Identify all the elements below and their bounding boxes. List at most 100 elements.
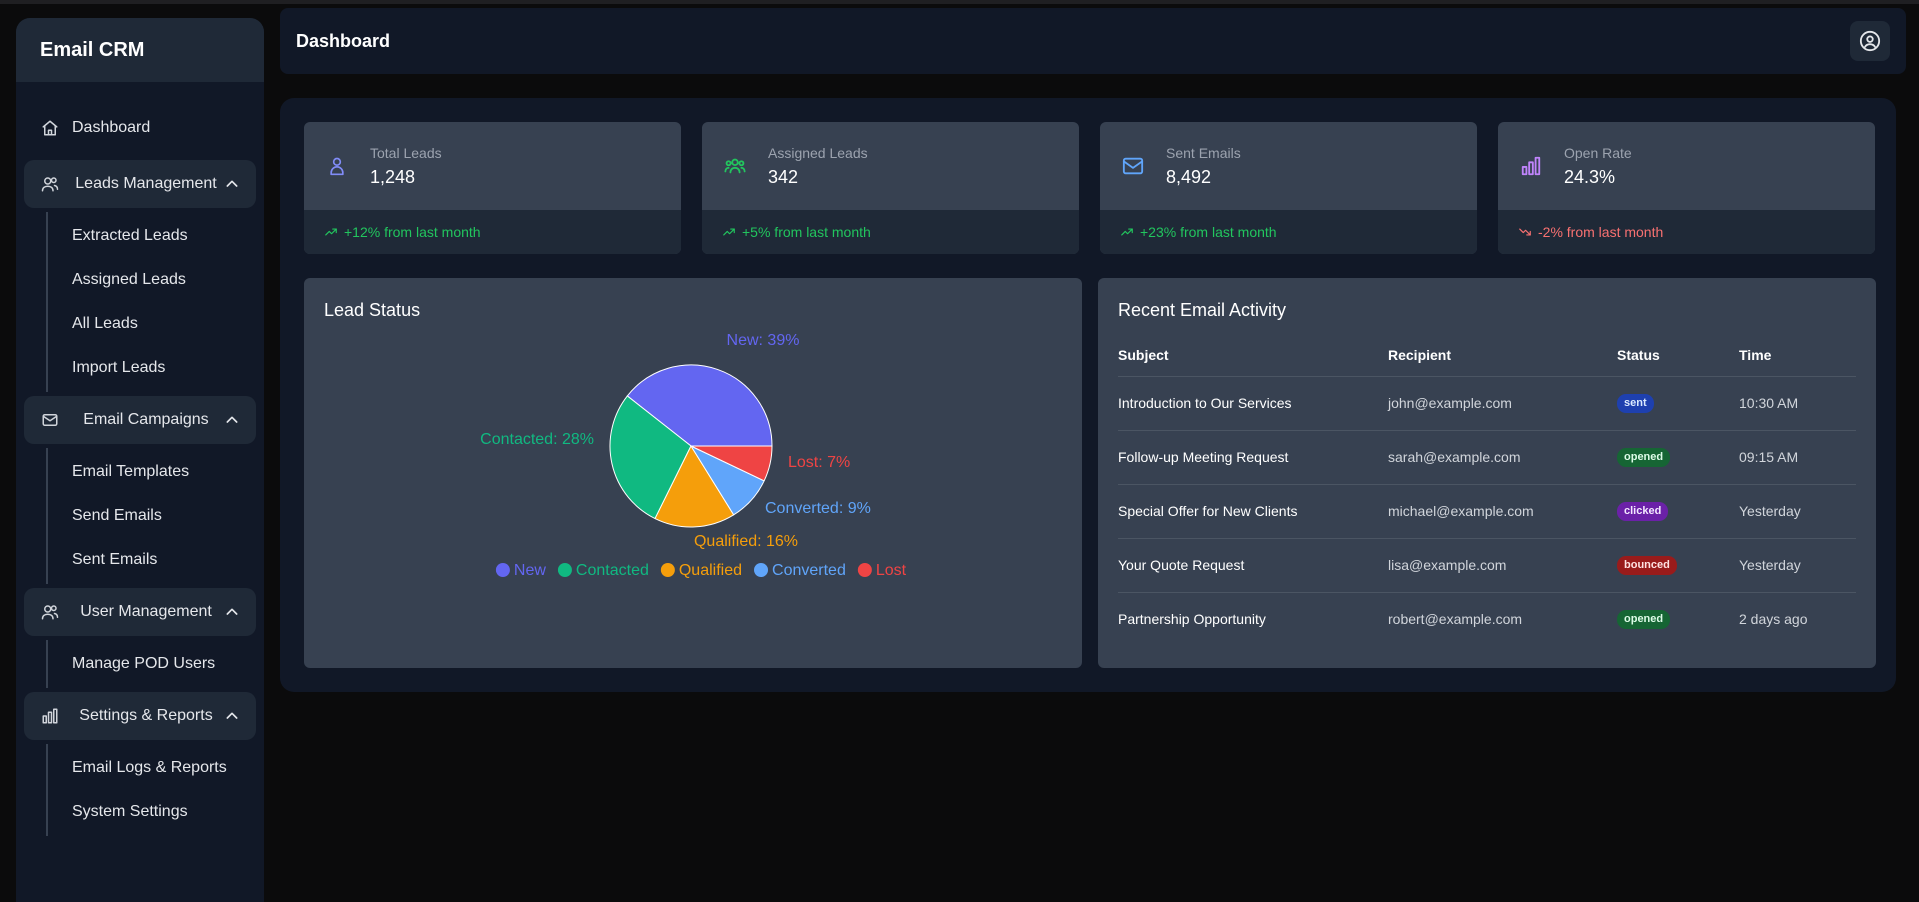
sidebar-item-assigned-leads[interactable]: Assigned Leads xyxy=(72,271,186,288)
stat-label: Sent Emails xyxy=(1166,144,1241,161)
column-header-subject[interactable]: Subject xyxy=(1118,334,1388,377)
team-icon xyxy=(724,155,746,177)
users-icon xyxy=(40,174,60,194)
sidebar-group-settings-reports[interactable]: Settings & Reports xyxy=(24,692,256,740)
sidebar-group-label: Email Campaigns xyxy=(83,411,209,428)
sidebar-item-email-templates[interactable]: Email Templates xyxy=(72,463,190,480)
legend-swatch xyxy=(857,563,872,577)
cell-status: bounced xyxy=(1617,538,1739,593)
pie-label-new: New: 39% xyxy=(727,332,800,349)
sidebar-item-import-leads[interactable]: Import Leads xyxy=(72,359,166,376)
legend-item-qualified[interactable]: Qualified xyxy=(660,562,742,579)
subnav-settings-reports: Email Logs & Reports System Settings xyxy=(46,744,256,836)
stat-label: Assigned Leads xyxy=(768,144,868,161)
cell-subject: Your Quote Request xyxy=(1118,538,1388,593)
pie-legend: New Contacted Qualified Converted Lost xyxy=(495,562,907,579)
column-header-status[interactable]: Status xyxy=(1617,334,1739,377)
status-badge: bounced xyxy=(1617,556,1677,575)
pie-label-contacted: Contacted: 28% xyxy=(480,431,594,448)
sidebar-group-label: Leads Management xyxy=(75,175,217,192)
sidebar: Email CRM Dashboard Leads Management Ext… xyxy=(16,18,264,902)
table-header-row: Subject Recipient Status Time xyxy=(1118,334,1856,377)
stat-change-text: +5% from last month xyxy=(742,224,871,240)
profile-button[interactable] xyxy=(1850,21,1890,61)
status-badge: opened xyxy=(1617,448,1671,467)
cell-subject: Introduction to Our Services xyxy=(1118,376,1388,431)
sidebar-group-label: Settings & Reports xyxy=(79,707,213,724)
pie-label-lost: Lost: 7% xyxy=(788,454,850,471)
sidebar-item-send-emails[interactable]: Send Emails xyxy=(72,507,162,524)
stat-change: +12% from last month xyxy=(304,210,681,254)
trending-down-icon xyxy=(1519,228,1531,236)
subnav-email-campaigns: Email Templates Send Emails Sent Emails xyxy=(46,448,256,584)
stat-card-open-rate: Open Rate 24.3% -2% from last month xyxy=(1498,122,1875,254)
pie-slice-lost[interactable] xyxy=(690,445,773,482)
page-title: Dashboard xyxy=(296,30,391,51)
sidebar-group-email-campaigns[interactable]: Email Campaigns xyxy=(24,396,256,444)
bar-chart-icon xyxy=(40,706,60,726)
stat-change: -2% from last month xyxy=(1498,210,1875,254)
window-top-border xyxy=(0,0,1919,4)
status-badge: opened xyxy=(1617,610,1671,630)
column-header-recipient[interactable]: Recipient xyxy=(1388,334,1617,377)
status-badge: sent xyxy=(1617,394,1654,413)
legend-swatch xyxy=(557,563,572,577)
sidebar-item-sent-emails[interactable]: Sent Emails xyxy=(72,551,158,568)
cell-recipient: robert@example.com xyxy=(1388,611,1523,628)
cell-time: Yesterday xyxy=(1739,484,1856,539)
legend-label: Converted xyxy=(772,562,846,579)
recent-activity-title: Recent Email Activity xyxy=(1118,300,1287,320)
stat-value: 342 xyxy=(768,166,799,187)
chevron-up-icon xyxy=(226,416,238,423)
main-content: Total Leads 1,248 +12% from last month A… xyxy=(280,98,1896,692)
cell-status: clicked xyxy=(1617,484,1739,539)
sidebar-item-system-settings[interactable]: System Settings xyxy=(72,803,188,820)
sidebar-item-email-logs-reports[interactable]: Email Logs & Reports xyxy=(72,759,227,776)
stat-card-total-leads: Total Leads 1,248 +12% from last month xyxy=(304,122,681,254)
legend-swatch xyxy=(660,563,675,577)
stat-label: Total Leads xyxy=(370,144,442,161)
column-header-time[interactable]: Time xyxy=(1739,334,1856,377)
cell-status: sent xyxy=(1617,376,1739,431)
recent-email-activity-panel: Recent Email Activity Subject Recipient … xyxy=(1098,278,1876,668)
top-header: Dashboard xyxy=(280,8,1906,74)
pie-label-converted: Converted: 9% xyxy=(765,500,871,517)
pie-slice-contacted[interactable] xyxy=(609,395,692,520)
sidebar-item-manage-pod-users[interactable]: Manage POD Users xyxy=(72,655,216,672)
table-row[interactable]: Introduction to Our Services john@exampl… xyxy=(1118,376,1856,431)
chevron-up-icon xyxy=(226,180,238,187)
legend-item-lost[interactable]: Lost xyxy=(857,562,907,579)
table-row[interactable]: Special Offer for New Clients michael@ex… xyxy=(1118,484,1856,539)
mail-icon xyxy=(1122,155,1144,177)
sidebar-group-user-management[interactable]: User Management xyxy=(24,588,256,636)
pie-slice-qualified[interactable] xyxy=(654,444,735,528)
lead-status-pie-chart: New: 39% Contacted: 28% Qualified: 16% Conv… xyxy=(480,332,907,579)
trending-up-icon xyxy=(723,228,735,236)
legend-item-contacted[interactable]: Contacted xyxy=(557,562,649,579)
stat-change: +5% from last month xyxy=(702,210,1079,254)
lead-status-title: Lead Status xyxy=(324,300,421,320)
legend-item-new[interactable]: New xyxy=(495,562,546,579)
cell-time: 10:30 AM xyxy=(1739,376,1856,431)
pie-slice-new[interactable] xyxy=(626,364,773,447)
cell-recipient: john@example.com xyxy=(1388,376,1617,431)
cell-recipient: michael@example.com xyxy=(1388,484,1617,539)
table-row[interactable]: Partnership Opportunity robert@example.c… xyxy=(1118,592,1856,646)
table-row[interactable]: Follow-up Meeting Request sarah@example.… xyxy=(1118,430,1856,485)
sidebar-item-extracted-leads[interactable]: Extracted Leads xyxy=(72,227,188,244)
sidebar-item-dashboard[interactable]: Dashboard xyxy=(24,104,256,152)
stats-row: Total Leads 1,248 +12% from last month A… xyxy=(304,122,1875,254)
subnav-user-management: Manage POD Users xyxy=(46,640,256,688)
chevron-up-icon xyxy=(226,712,238,719)
legend-label: New xyxy=(514,562,546,579)
bar-chart-icon xyxy=(1520,155,1542,177)
sidebar-item-all-leads[interactable]: All Leads xyxy=(72,315,138,332)
legend-item-converted[interactable]: Converted xyxy=(754,562,846,579)
sidebar-group-leads-management[interactable]: Leads Management xyxy=(24,160,256,208)
sidebar-group-label: User Management xyxy=(80,603,212,620)
sidebar-nav: Dashboard Leads Management Extracted Lea… xyxy=(16,82,264,836)
legend-label: Qualified xyxy=(679,562,742,579)
stat-value: 24.3% xyxy=(1564,166,1616,187)
table-row[interactable]: Your Quote Request lisa@example.com boun… xyxy=(1118,538,1856,593)
user-icon xyxy=(326,155,348,177)
